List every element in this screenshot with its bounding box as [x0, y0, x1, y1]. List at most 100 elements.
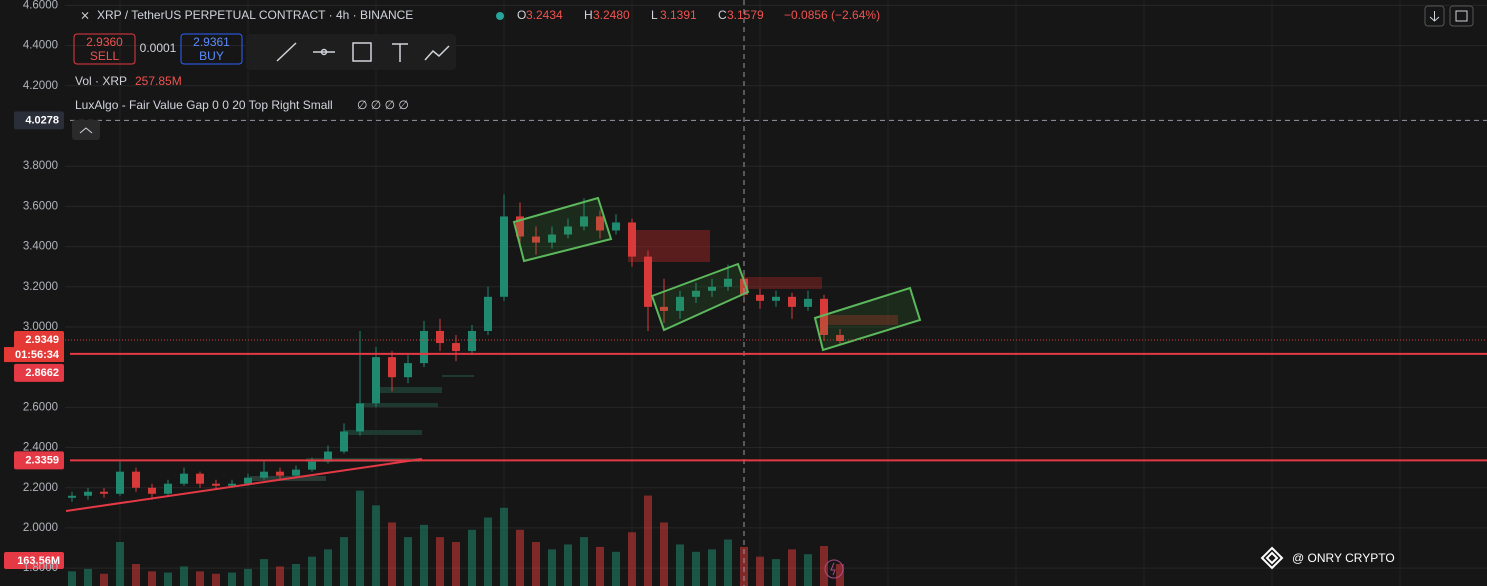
- countdown-badge: [4, 347, 64, 363]
- volume-bar: [388, 522, 396, 586]
- candle-body: [388, 357, 396, 378]
- candle-body: [740, 278, 748, 295]
- fvg-bear: [745, 277, 822, 289]
- rect-tool[interactable]: [352, 42, 372, 62]
- candle-body: [100, 491, 108, 494]
- volume-bar: [580, 537, 588, 586]
- fvg-zones: [250, 230, 898, 481]
- y-tick-label: 3.2000: [23, 281, 58, 293]
- ohlc-label: C: [718, 8, 727, 22]
- icon: [1455, 10, 1468, 22]
- ohlc-label: O: [517, 8, 526, 22]
- candles: [68, 194, 844, 502]
- y-tick-label: 3.0000: [23, 321, 58, 333]
- candle-body: [228, 483, 236, 486]
- volume-bar: [804, 554, 812, 586]
- vol-value: 257.85M: [135, 74, 182, 88]
- volume-bar: [644, 495, 652, 586]
- fvg-bear: [820, 315, 898, 325]
- volume-badge: [4, 552, 64, 569]
- volume-bar: [212, 573, 220, 586]
- buy-button[interactable]: [180, 33, 243, 65]
- volume-bar: [116, 542, 124, 586]
- volume-bar: [404, 537, 412, 586]
- volume-bar: [532, 542, 540, 586]
- status-dot: [496, 12, 504, 20]
- candle-body: [692, 290, 700, 297]
- candle-body: [420, 330, 428, 364]
- price-badge-label: 2.8662: [25, 367, 59, 379]
- alert-icon[interactable]: [824, 559, 844, 579]
- volume-bar: [596, 546, 604, 586]
- text-tool[interactable]: [392, 43, 408, 62]
- volume-bar: [692, 551, 700, 586]
- volume-bar: [772, 559, 780, 586]
- y-tick-label: 2.6000: [23, 401, 58, 413]
- sell-button[interactable]: [73, 33, 136, 65]
- channel: [813, 286, 922, 352]
- trend-tool[interactable]: [276, 42, 297, 62]
- candle-body: [660, 306, 668, 311]
- icon: [830, 562, 836, 576]
- fvg-bull: [344, 430, 422, 435]
- drawings: [65, 0, 922, 586]
- watermark: @ ONRY CRYPTO: [1292, 551, 1395, 565]
- candle-body: [708, 286, 716, 291]
- candle-body: [292, 469, 300, 476]
- candle-body: [68, 495, 76, 498]
- ohlc-value: 3.2480: [593, 8, 630, 22]
- candle-body: [148, 487, 156, 494]
- buy-label: BUY: [199, 49, 224, 63]
- change: −0.0856 (−2.64%): [784, 8, 880, 22]
- candle-body: [500, 216, 508, 297]
- fullscreen-button[interactable]: [1449, 5, 1474, 27]
- collapse-button[interactable]: [72, 120, 100, 140]
- sell-label: SELL: [90, 49, 120, 63]
- y-tick-label: 2.4000: [23, 442, 58, 454]
- spread: 0.0001: [140, 41, 177, 55]
- candle-body: [788, 296, 796, 307]
- volume-bar: [276, 566, 284, 586]
- candle-body: [804, 298, 812, 307]
- candle-body: [260, 471, 268, 478]
- volume-bar: [132, 564, 140, 586]
- candle-body: [452, 343, 460, 352]
- vol-label: Vol · XRP: [75, 74, 127, 88]
- candle-body: [116, 471, 124, 494]
- ohlc-value: 3.1391: [660, 8, 697, 22]
- volume-bar: [228, 572, 236, 586]
- download-button[interactable]: [1424, 5, 1445, 27]
- channel: [650, 262, 750, 332]
- path-tool[interactable]: [424, 45, 450, 61]
- fvg-bull: [362, 403, 438, 407]
- volume-bar: [740, 546, 748, 586]
- price-badge-label: 4.0278: [25, 114, 59, 126]
- candle-body: [548, 234, 556, 243]
- y-tick-label: 1.8000: [23, 562, 58, 574]
- volume-bar: [788, 549, 796, 586]
- volume-badge-label: 163.56M: [17, 555, 60, 567]
- ohlc-value: 3.1579: [727, 8, 764, 22]
- volume-bar: [756, 556, 764, 586]
- candle-body: [196, 473, 204, 484]
- volume-bar: [420, 524, 428, 586]
- volume-bar: [612, 551, 620, 586]
- volume-bar: [468, 529, 476, 586]
- volume-bar: [100, 573, 108, 586]
- volume-bar: [836, 564, 844, 586]
- volume-bar: [340, 537, 348, 586]
- candle-body: [212, 483, 220, 486]
- candle-body: [820, 298, 828, 336]
- volume-bar: [164, 572, 172, 586]
- candle-body: [132, 471, 140, 488]
- candle-body: [436, 330, 444, 344]
- candle-body: [756, 294, 764, 301]
- y-tick-label: 4.2000: [23, 80, 58, 92]
- fvg-bull: [380, 387, 442, 393]
- price-badge: [14, 451, 64, 470]
- candle-body: [836, 335, 844, 342]
- trendline: [65, 458, 423, 512]
- volume-bar: [484, 517, 492, 586]
